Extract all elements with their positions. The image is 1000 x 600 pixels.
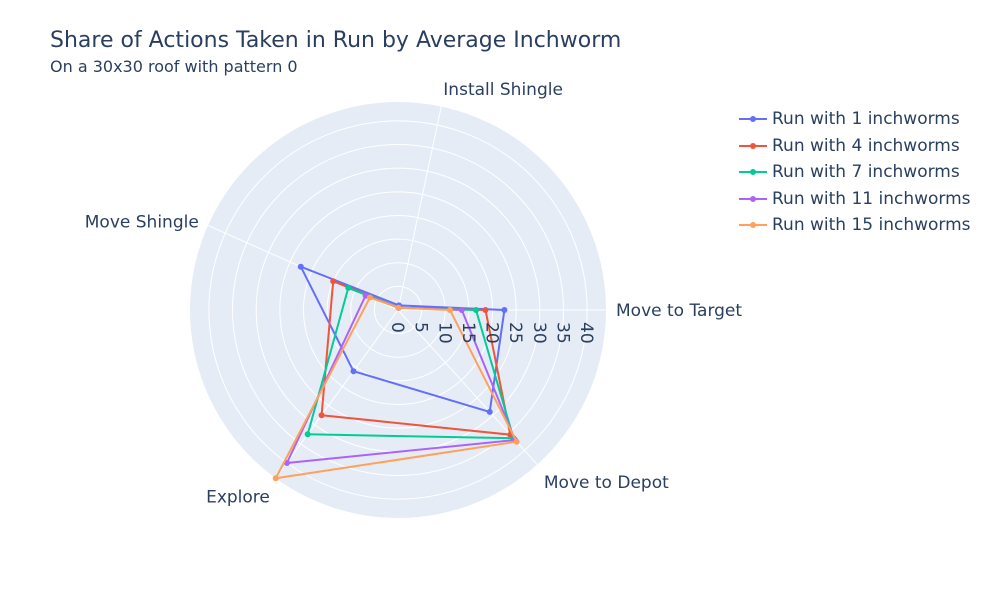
radial-tick-label: 10 — [434, 322, 454, 344]
legend-item[interactable]: Run with 1 inchworms — [737, 106, 971, 133]
radial-tick-label: 35 — [553, 322, 573, 344]
data-point[interactable] — [395, 304, 402, 311]
data-point[interactable] — [513, 438, 520, 445]
legend-label: Run with 15 inchworms — [772, 215, 971, 236]
chart-subtitle: On a 30x30 roof with pattern 0 — [50, 57, 298, 76]
data-point[interactable] — [473, 307, 479, 313]
data-point[interactable] — [304, 431, 311, 438]
radial-tick-labels: 0 5 10 15 20 25 30 35 40 — [387, 322, 596, 344]
category-label: Move to Depot — [544, 473, 669, 493]
series-layer — [272, 263, 520, 482]
legend-label: Run with 1 inchworms — [772, 109, 960, 130]
legend-item[interactable]: Run with 4 inchworms — [737, 133, 971, 160]
legend: Run with 1 inchworms Run with 4 inchworms… — [737, 106, 971, 239]
radial-tick-label: 25 — [505, 322, 525, 344]
legend-swatch — [739, 222, 767, 229]
data-point[interactable] — [297, 263, 304, 270]
data-point[interactable] — [447, 307, 453, 313]
legend-label: Run with 7 inchworms — [772, 162, 960, 183]
category-label: Install Shingle — [443, 80, 563, 100]
data-point[interactable] — [482, 307, 489, 313]
legend-label: Run with 4 inchworms — [772, 135, 960, 156]
data-point[interactable] — [345, 284, 352, 291]
category-label: Move Shingle — [85, 212, 199, 232]
data-point[interactable] — [501, 307, 508, 313]
data-point[interactable] — [330, 278, 337, 285]
legend-swatch — [739, 169, 767, 176]
data-point[interactable] — [272, 475, 279, 482]
radial-tick-label: 5 — [411, 322, 431, 333]
series-line — [274, 296, 518, 480]
radial-tick-label: 20 — [482, 322, 502, 344]
data-point[interactable] — [318, 412, 325, 419]
legend-swatch — [739, 116, 767, 123]
data-point[interactable] — [366, 294, 373, 301]
radial-tick-label: 0 — [387, 322, 407, 333]
legend-swatch — [739, 142, 767, 149]
angular-axis-labels: Move to Target Install Shingle Move Shingl… — [85, 80, 743, 508]
angular-gridline — [397, 106, 442, 311]
chart-title: Share of Actions Taken in Run by Average… — [50, 28, 622, 53]
legend-item[interactable]: Run with 7 inchworms — [737, 159, 971, 186]
radial-tick-label: 30 — [529, 322, 549, 344]
data-point[interactable] — [486, 408, 493, 415]
radial-tick-label: 15 — [458, 322, 478, 344]
category-label: Move to Target — [616, 301, 742, 321]
angular-gridline — [275, 309, 399, 479]
legend-item[interactable]: Run with 15 inchworms — [737, 212, 971, 239]
legend-label: Run with 11 inchworms — [772, 188, 971, 209]
radial-tick-label: 40 — [576, 322, 596, 344]
category-label: Explore — [206, 487, 270, 507]
legend-swatch — [739, 195, 767, 202]
data-point[interactable] — [458, 307, 465, 313]
legend-item[interactable]: Run with 11 inchworms — [737, 186, 971, 213]
data-point[interactable] — [350, 368, 357, 375]
series-5 — [272, 294, 520, 482]
